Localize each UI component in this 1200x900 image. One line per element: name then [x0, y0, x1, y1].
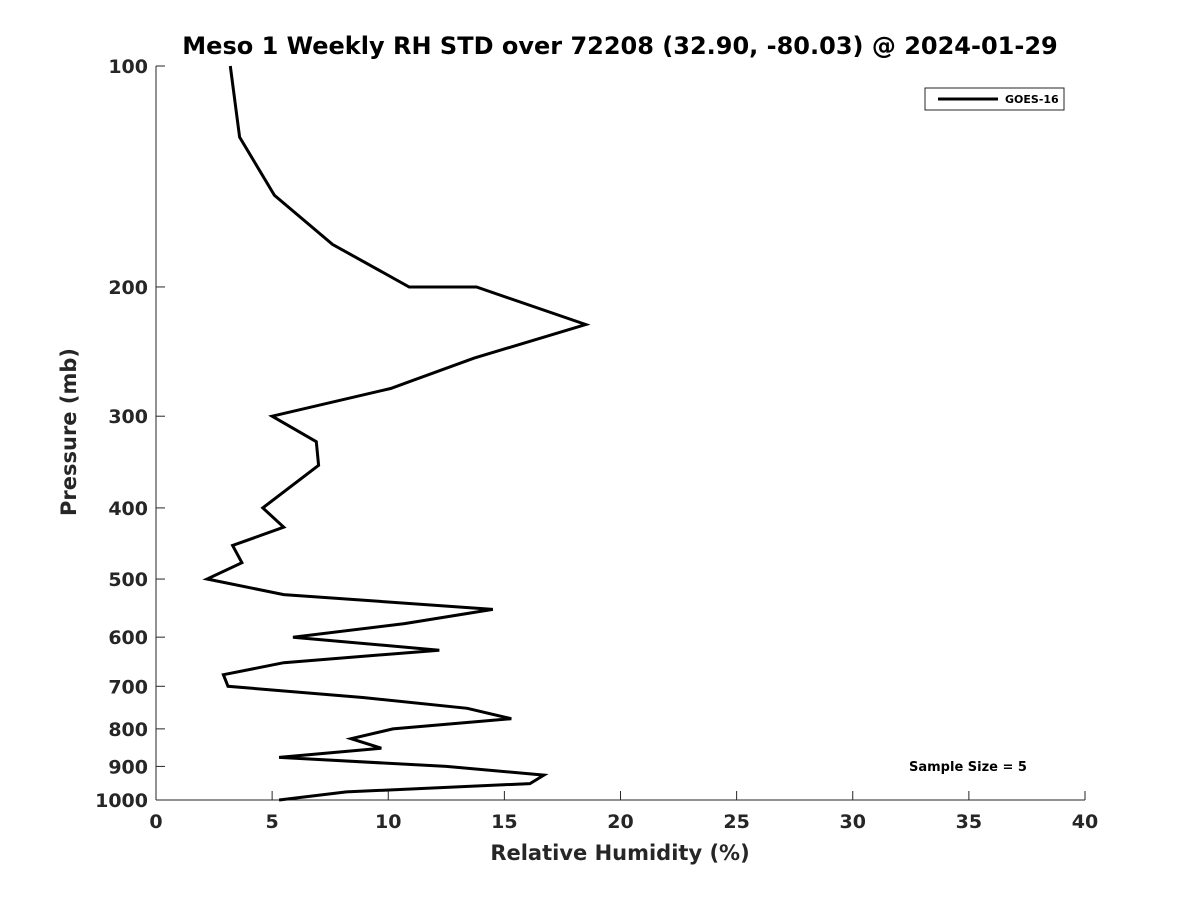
y-tick-label: 100 [108, 56, 148, 78]
x-tick-label: 35 [956, 811, 982, 833]
sample-size-annotation: Sample Size = 5 [909, 760, 1027, 775]
series-line-goes-16 [202, 65, 591, 802]
series-layer [202, 65, 591, 802]
y-axis-label: Pressure (mb) [57, 348, 81, 516]
legend: GOES-16 [924, 87, 1065, 111]
axes-group: 0 5 10 15 20 25 30 35 40 100 200 300 400 500 600 700 800… [95, 56, 1098, 833]
chart-title: Meso 1 Weekly RH STD over 72208 (32.90, … [182, 32, 1057, 60]
y-tick-label: 600 [108, 627, 148, 649]
x-tick-label: 15 [491, 811, 517, 833]
y-tick-label: 800 [108, 719, 148, 741]
x-tick-label: 0 [149, 811, 162, 833]
x-tick-label: 30 [840, 811, 866, 833]
y-tick-label: 900 [108, 756, 148, 778]
x-tick-label: 20 [607, 811, 633, 833]
y-tick-label: 500 [108, 569, 148, 591]
legend-label-goes-16: GOES-16 [1005, 93, 1059, 106]
y-tick-label: 700 [108, 676, 148, 698]
y-tick-label: 1000 [95, 790, 148, 812]
y-tick-label: 200 [108, 277, 148, 299]
y-tick-label: 400 [108, 498, 148, 520]
x-tick-label: 25 [723, 811, 749, 833]
x-tick-label: 10 [375, 811, 401, 833]
y-tick-label: 300 [108, 406, 148, 428]
x-tick-label: 40 [1072, 811, 1098, 833]
x-axis-label: Relative Humidity (%) [490, 841, 749, 865]
x-tick-label: 5 [266, 811, 279, 833]
